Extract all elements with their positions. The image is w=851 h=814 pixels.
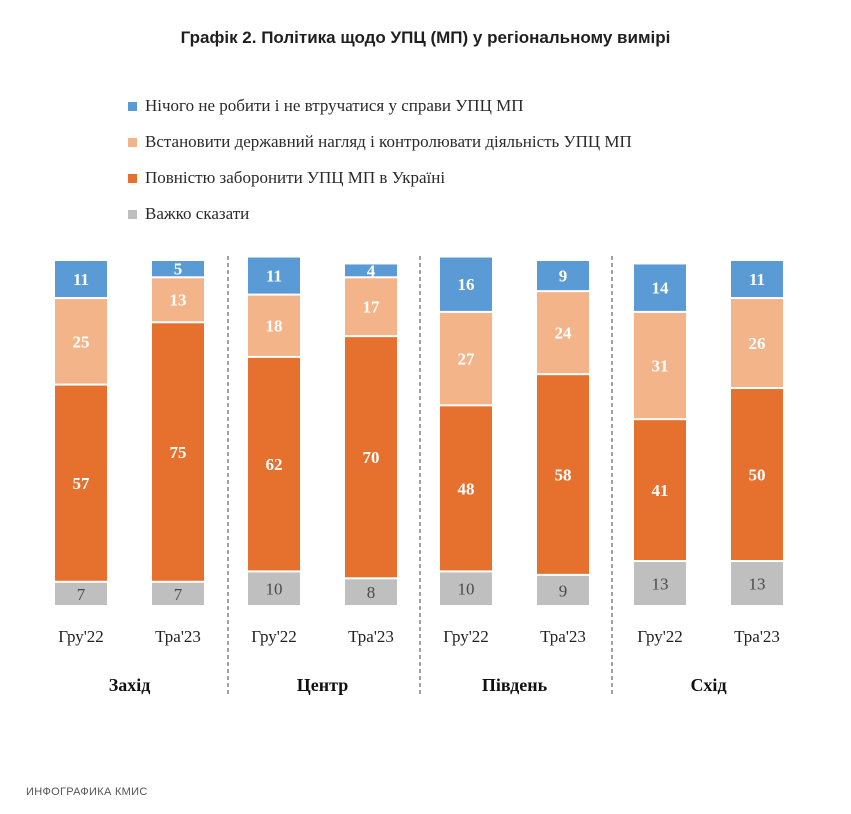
legend-item-hard-to-say: Важко сказати (128, 196, 632, 232)
group-label: Центр (297, 675, 348, 695)
data-label: 57 (73, 474, 91, 493)
x-tick-label: Гру'22 (637, 627, 683, 646)
bar-segment-hard-to-say (731, 562, 783, 605)
infographic-credit: ИНФОГРАФИКА КМИС (26, 786, 148, 798)
data-label: 31 (652, 356, 669, 375)
bar-segment-hard-to-say (248, 572, 300, 605)
bar-segment-ban (634, 420, 686, 561)
bar-segment-state-oversight (634, 312, 686, 419)
data-label: 24 (555, 324, 573, 343)
data-label: 4 (367, 261, 376, 280)
data-label: 48 (458, 479, 475, 498)
data-label: 8 (367, 583, 376, 602)
data-label: 9 (559, 267, 568, 286)
data-label: 62 (266, 455, 283, 474)
legend-item-ban: Повністю заборонити УПЦ МП в Україні (128, 160, 632, 196)
bar-segment-state-oversight (55, 299, 107, 384)
legend-label-ban: Повністю заборонити УПЦ МП в Україні (145, 168, 446, 187)
stacked-bar-chart: 7 57 25 11 Гру'22 7 75 13 5 Тра'23 10 62 18 11 Гру'22 8… (55, 256, 783, 696)
group-label: Південь (482, 675, 548, 695)
bar-segment-do-nothing (731, 261, 783, 298)
legend-swatch-ban (128, 173, 137, 183)
x-tick-label: Тра'23 (348, 627, 394, 646)
chart-title: Графік 2. Політика щодо УПЦ (МП) у регіо… (180, 28, 671, 47)
bar-segment-do-nothing (634, 264, 686, 311)
x-tick-label: Гру'22 (58, 627, 104, 646)
bar-segment-state-oversight (440, 312, 492, 405)
bar-segment-ban (345, 337, 397, 578)
x-tick-label: Тра'23 (155, 627, 201, 646)
legend-label-do-nothing: Нічого не робити і не втручатися у справ… (145, 96, 524, 115)
bar-segment-state-oversight (248, 295, 300, 356)
data-label: 17 (363, 298, 381, 317)
bar-segment-do-nothing (248, 257, 300, 294)
legend-label-hard-to-say: Важко сказати (145, 204, 250, 223)
data-label: 75 (170, 443, 187, 462)
data-label: 7 (77, 585, 86, 604)
legend-label-state-oversight: Встановити державний нагляд і контролюва… (145, 132, 632, 151)
legend-swatch-hard-to-say (128, 209, 137, 219)
data-label: 10 (458, 580, 475, 599)
data-label: 26 (749, 334, 766, 353)
data-label: 50 (749, 465, 766, 484)
legend-swatch-do-nothing (128, 101, 137, 111)
data-label: 13 (170, 291, 187, 310)
chart-legend: Нічого не робити і не втручатися у справ… (128, 88, 632, 232)
bar-segment-ban (55, 385, 107, 581)
data-label: 16 (458, 275, 475, 294)
group-label: Схід (690, 675, 726, 695)
bar-segment-hard-to-say (440, 572, 492, 605)
data-label: 10 (266, 580, 283, 599)
bar-segment-do-nothing (537, 261, 589, 291)
bar-segment-do-nothing (440, 257, 492, 311)
data-label: 14 (652, 279, 670, 298)
data-label: 18 (266, 317, 283, 336)
data-label: 11 (73, 270, 89, 289)
bar-segment-do-nothing (55, 261, 107, 298)
data-label: 41 (652, 481, 669, 500)
bar-segment-ban (537, 375, 589, 574)
data-label: 27 (458, 350, 476, 369)
bar-segment-state-oversight (345, 278, 397, 336)
x-tick-label: Гру'22 (443, 627, 489, 646)
bar-segment-hard-to-say (634, 562, 686, 605)
bar-segment-ban (731, 389, 783, 561)
x-tick-label: Тра'23 (540, 627, 586, 646)
x-tick-label: Гру'22 (251, 627, 297, 646)
bar-segment-state-oversight (152, 278, 204, 322)
legend-swatch-state-oversight (128, 137, 137, 147)
data-label: 7 (174, 585, 183, 604)
bar-segment-ban (440, 406, 492, 571)
data-label: 70 (363, 448, 380, 467)
data-label: 9 (559, 581, 568, 600)
bar-segment-state-oversight (537, 292, 589, 374)
data-label: 11 (749, 270, 765, 289)
group-label: Захід (109, 675, 151, 695)
bar-segment-do-nothing (152, 261, 204, 277)
data-label: 13 (652, 574, 669, 593)
data-label: 5 (174, 260, 183, 279)
bar-segment-hard-to-say (345, 579, 397, 605)
data-label: 11 (266, 267, 282, 286)
legend-item-do-nothing: Нічого не робити і не втручатися у справ… (128, 88, 632, 124)
bar-segment-hard-to-say (537, 575, 589, 605)
bar-segment-do-nothing (345, 264, 397, 277)
bar-segment-ban (152, 323, 204, 581)
bar-segment-ban (248, 357, 300, 571)
data-label: 13 (749, 574, 766, 593)
data-label: 25 (73, 332, 90, 351)
bar-segment-state-oversight (731, 299, 783, 388)
x-tick-label: Тра'23 (734, 627, 780, 646)
bar-segment-hard-to-say (55, 582, 107, 605)
data-label: 58 (555, 465, 572, 484)
legend-item-state-oversight: Встановити державний нагляд і контролюва… (128, 124, 632, 160)
bar-segment-hard-to-say (152, 582, 204, 605)
